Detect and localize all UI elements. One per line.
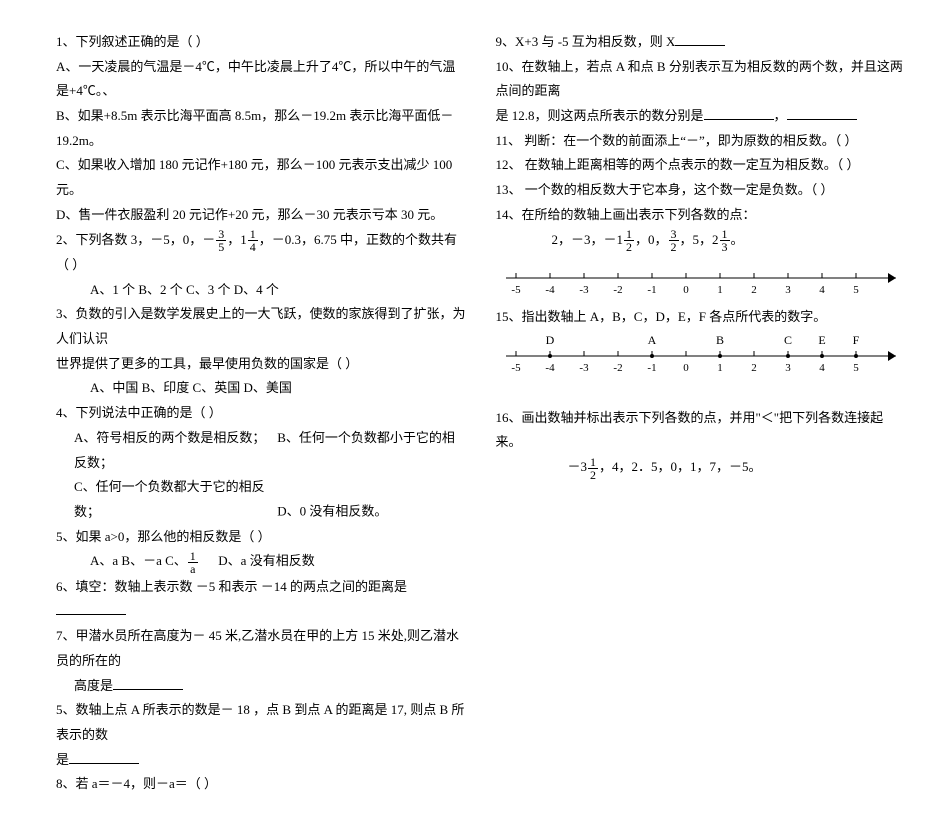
q5-opt-abc: A、a B、－a C、 xyxy=(90,553,187,568)
q1-stem: 1、下列叙述正确的是（ ） xyxy=(56,30,468,55)
frac-3-5: 35 xyxy=(216,228,226,253)
q1-opt-c: C、如果收入增加 180 元记作+180 元，那么－100 元表示支出减少 10… xyxy=(56,153,468,202)
svg-text:2: 2 xyxy=(751,284,757,296)
svg-text:-1: -1 xyxy=(647,284,656,296)
frac-1-2: 12 xyxy=(624,228,634,253)
frac-1-2b: 12 xyxy=(588,456,598,481)
svg-text:-4: -4 xyxy=(545,362,555,374)
q16-stem: 16、画出数轴并标出表示下列各数的点，并用"＜"把下列各数连接起来。 xyxy=(496,406,908,455)
q2-opts: A、1 个 B、2 个 C、3 个 D、4 个 xyxy=(56,278,468,303)
q5n-blank xyxy=(69,751,139,764)
numberline-q14: -5 -4 -3 -2 -1 0 1 2 3 4 5 xyxy=(496,263,908,299)
q6-blank xyxy=(56,603,126,616)
svg-text:-5: -5 xyxy=(511,362,521,374)
svg-text:0: 0 xyxy=(683,362,689,374)
svg-text:-2: -2 xyxy=(613,284,622,296)
svg-text:5: 5 xyxy=(853,284,859,296)
frac-3-2: 32 xyxy=(669,228,679,253)
svg-text:-4: -4 xyxy=(545,284,555,296)
svg-text:A: A xyxy=(647,334,656,347)
svg-text:-3: -3 xyxy=(579,284,589,296)
svg-text:-1: -1 xyxy=(647,362,656,374)
svg-text:-3: -3 xyxy=(579,362,589,374)
q4-row2: C、任何一个负数都大于它的相反数； D、0 没有相反数。 xyxy=(56,475,468,524)
q5-opts: A、a B、－a C、1a D、a 没有相反数 xyxy=(56,549,468,575)
svg-text:C: C xyxy=(783,334,791,347)
q2-text-b: ，1 xyxy=(227,232,247,247)
q7-blank xyxy=(113,677,183,690)
svg-text:E: E xyxy=(818,334,825,347)
numberline-q15: -5 -4 -3 -2 -1 0 1 2 3 4 5 D A B C E F xyxy=(496,334,908,376)
q8: 8、若 a＝－4，则－a＝（ ） xyxy=(56,772,468,797)
q7-line2: 高度是 xyxy=(56,674,468,699)
svg-text:-5: -5 xyxy=(511,284,521,296)
svg-text:3: 3 xyxy=(785,362,791,374)
q9: 9、X+3 与 -5 互为相反数，则 X xyxy=(496,30,908,55)
svg-text:4: 4 xyxy=(819,362,825,374)
q14-stem: 14、在所给的数轴上画出表示下列各数的点： xyxy=(496,203,908,228)
q4-opt-d: D、0 没有相反数。 xyxy=(277,504,387,519)
q7-line1: 7、甲潜水员所在高度为－ 45 米,乙潜水员在甲的上方 15 米处,则乙潜水员的… xyxy=(56,624,468,673)
frac-1-3: 13 xyxy=(720,228,730,253)
q2-text-a: 2、下列各数 3，－5，0，－ xyxy=(56,232,215,247)
frac-1-4: 14 xyxy=(248,228,258,253)
q11: 11、 判断：在一个数的前面添上“－”，即为原数的相反数。（ ） xyxy=(496,129,908,154)
q12: 12、 在数轴上距离相等的两个点表示的数一定互为相反数。（ ） xyxy=(496,153,908,178)
svg-text:3: 3 xyxy=(785,284,791,296)
svg-text:5: 5 xyxy=(853,362,859,374)
q3-line2: 世界提供了更多的工具，最早使用负数的国家是（ ） xyxy=(56,352,468,377)
q1-opt-d: D、售一件衣服盈利 20 元记作+20 元，那么－30 元表示亏本 30 元。 xyxy=(56,203,468,228)
svg-text:-2: -2 xyxy=(613,362,622,374)
q13: 13、 一个数的相反数大于它本身，这个数一定是负数。（ ） xyxy=(496,178,908,203)
q10-blank2 xyxy=(787,107,857,120)
q3-line1: 3、负数的引入是数学发展史上的一大飞跃，使数的家族得到了扩张，为人们认识 xyxy=(56,302,468,351)
svg-text:4: 4 xyxy=(819,284,825,296)
q5n-line2: 是 xyxy=(56,748,468,773)
svg-text:2: 2 xyxy=(751,362,757,374)
q5-stem: 5、如果 a>0，那么他的相反数是（ ） xyxy=(56,525,468,550)
svg-text:B: B xyxy=(715,334,723,347)
q10-line1: 10、在数轴上，若点 A 和点 B 分别表示互为相反数的两个数，并且这两点间的距… xyxy=(496,55,908,104)
q16-nums: －312，4，2．5，0，1，7，－5。 xyxy=(496,455,908,481)
q5n-line1: 5、数轴上点 A 所表示的数是－ 18 ，点 B 到点 A 的距离是 17, 则… xyxy=(56,698,468,747)
q2-stem: 2、下列各数 3，－5，0，－35，114，－0.3，6.75 中，正数的个数共… xyxy=(56,228,468,278)
svg-text:0: 0 xyxy=(683,284,689,296)
q4-stem: 4、下列说法中正确的是（ ） xyxy=(56,401,468,426)
q1-opt-a: A、一天凌晨的气温是－4℃，中午比凌晨上升了4℃，所以中午的气温是+4℃。、 xyxy=(56,55,468,104)
q4-row1: A、符号相反的两个数是相反数； B、任何一个负数都小于它的相反数； xyxy=(56,426,468,475)
svg-text:1: 1 xyxy=(717,284,723,296)
q10-blank1 xyxy=(704,107,774,120)
q5-opt-d: D、a 没有相反数 xyxy=(218,553,314,568)
svg-text:D: D xyxy=(545,334,554,347)
q1-opt-b: B、如果+8.5m 表示比海平面高 8.5m，那么－19.2m 表示比海平面低－… xyxy=(56,104,468,153)
q6: 6、填空：数轴上表示数 －5 和表示 －14 的两点之间的距离是 xyxy=(56,575,468,624)
q14-nums: 2，－3，－112，0，32，5，213。 xyxy=(496,228,908,254)
q9-blank xyxy=(675,33,725,46)
q4-opt-c: C、任何一个负数都大于它的相反数； xyxy=(74,475,274,524)
svg-text:F: F xyxy=(852,334,859,347)
q10-line2: 是 12.8，则这两点所表示的数分别是， xyxy=(496,104,908,129)
q15-stem: 15、指出数轴上 A，B，C，D，E，F 各点所代表的数字。 xyxy=(496,305,908,330)
q4-opt-a: A、符号相反的两个数是相反数； xyxy=(74,426,274,451)
q3-opts: A、中国 B、印度 C、英国 D、美国 xyxy=(56,376,468,401)
frac-1-a: 1a xyxy=(188,550,198,575)
svg-text:1: 1 xyxy=(717,362,723,374)
